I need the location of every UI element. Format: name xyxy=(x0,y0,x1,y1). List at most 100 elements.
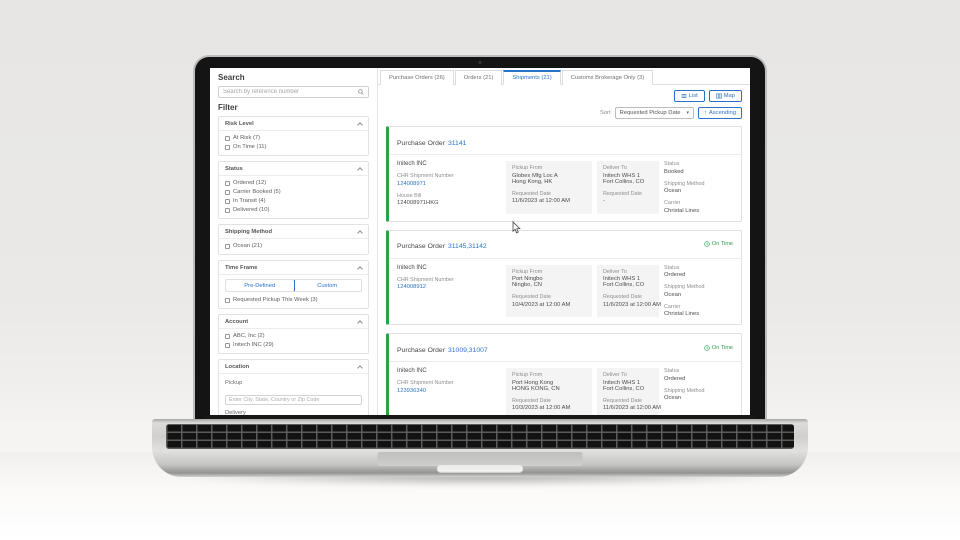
filter-section-risk-level: Risk Level At Risk (7) On Time (11) xyxy=(218,116,369,156)
app-window: Search Filter Risk Level At Risk (7) On … xyxy=(210,68,750,420)
po-number-link[interactable]: 31141 xyxy=(447,139,467,147)
map-view-button[interactable]: Map xyxy=(708,90,742,102)
filter-section-shipping-method: Shipping Method Ocean (21) xyxy=(218,224,369,255)
tab-orders[interactable]: Orders (21) xyxy=(454,70,503,85)
card-header: Purchase Order 31145,31142 On Time xyxy=(389,231,741,259)
chevron-down-icon: ▾ xyxy=(686,110,690,116)
view-toggle: List Map xyxy=(386,90,742,102)
status-column: Status Ordered Shipping Method Ocean Car… xyxy=(664,265,733,318)
filter-option[interactable]: Ocean (21) xyxy=(225,243,362,249)
pickup-from-label: Pickup From xyxy=(512,372,543,378)
pickup-location-input[interactable] xyxy=(225,395,362,405)
shipping-method-value: Ocean xyxy=(664,291,682,298)
pickup-column: Pickup From Globex Mfg Loc A Hong Kong, … xyxy=(506,161,592,214)
card-title: Purchase Order 31009,31007 xyxy=(397,339,488,357)
main-panel: Purchase Orders (26) Orders (21) Shipmen… xyxy=(378,68,750,420)
filter-option[interactable]: At Risk (7) xyxy=(225,135,362,141)
chevron-up-icon[interactable] xyxy=(357,364,363,371)
filter-section-header[interactable]: Shipping Method xyxy=(219,225,368,239)
pickup-column: Pickup From Port Hong Kong HONG KONG, CN… xyxy=(506,368,592,415)
shipping-method-value: Ocean xyxy=(664,395,682,401)
laptop-keyboard xyxy=(166,424,794,449)
filter-option[interactable]: ABC, Inc (2) xyxy=(225,333,362,339)
checkbox[interactable] xyxy=(225,297,230,303)
list-view-label: List xyxy=(688,93,698,99)
status-column: Status Booked Shipping Method Ocean Carr… xyxy=(664,161,733,214)
pickup-requested-date: 11/6/2023 at 12:00 AM xyxy=(512,198,570,204)
requested-date-label: Requested Date xyxy=(512,397,551,404)
timeframe-toggle: Pre-Defined Custom xyxy=(225,279,362,292)
filter-title: Filter xyxy=(218,103,238,112)
pickup-requested-date: 10/4/2023 at 12:00 AM xyxy=(512,301,571,308)
custom-tab[interactable]: Custom xyxy=(317,282,338,289)
deliver-requested-date: 11/6/2023 at 12:00 AM xyxy=(603,301,661,308)
filter-section-header[interactable]: Risk Level xyxy=(219,117,368,131)
chr-number-link[interactable]: 124008912 xyxy=(397,284,427,290)
filter-section-header[interactable]: Time Frame xyxy=(219,261,368,275)
sort-direction-label: Ascending xyxy=(708,110,736,116)
clock-icon xyxy=(704,344,710,351)
ascending-arrow-icon: ↑ xyxy=(704,110,707,116)
list-view-button[interactable]: List xyxy=(673,90,705,102)
chevron-up-icon[interactable] xyxy=(357,265,363,272)
search-input[interactable] xyxy=(223,89,358,95)
list-icon xyxy=(681,94,687,98)
pickup-city: HONG KONG, CN xyxy=(512,385,560,392)
purchase-order-card[interactable]: Purchase Order 31009,31007 On Time Initec… xyxy=(386,333,742,420)
chr-number-label: CHR Shipment Number xyxy=(397,380,454,386)
house-bill-label: House Bill xyxy=(397,192,422,199)
search-box[interactable] xyxy=(218,86,369,98)
filter-option[interactable]: Ordered (12) xyxy=(225,180,362,186)
filter-option-label: Requested Pickup This Week (3) xyxy=(233,297,318,303)
chevron-up-icon[interactable] xyxy=(357,229,363,236)
filter-option[interactable]: Initech INC (29) xyxy=(225,342,362,348)
checkbox[interactable] xyxy=(225,189,230,195)
filter-option[interactable]: Carrier Booked (5) xyxy=(225,189,362,195)
chevron-up-icon[interactable] xyxy=(357,121,363,128)
checkbox[interactable] xyxy=(225,198,230,204)
chr-number-label: CHR Shipment Number xyxy=(397,276,454,283)
checkbox[interactable] xyxy=(225,135,230,141)
predefined-tab[interactable]: Pre-Defined xyxy=(226,280,295,291)
sort-direction-button[interactable]: ↑ Ascending xyxy=(698,107,742,119)
filter-section-header[interactable]: Location xyxy=(219,360,368,374)
tab-purchase-orders[interactable]: Purchase Orders (26) xyxy=(380,70,454,85)
card-title: Purchase Order 31145,31142 xyxy=(397,235,487,253)
shipping-method-label: Shipping Method xyxy=(664,387,705,394)
checkbox[interactable] xyxy=(225,144,230,150)
po-number-link[interactable]: 31009,31007 xyxy=(447,346,488,354)
checkbox[interactable] xyxy=(225,180,230,186)
filter-option[interactable]: Requested Pickup This Week (3) xyxy=(225,297,362,303)
pickup-field-label: Pickup xyxy=(225,380,243,386)
sort-select[interactable]: Requested Pickup Date ▾ xyxy=(614,107,695,119)
tab-shipments[interactable]: Shipments (21) xyxy=(503,70,561,85)
checkbox[interactable] xyxy=(225,333,230,339)
po-number-link[interactable]: 31145,31142 xyxy=(447,243,487,250)
checkbox[interactable] xyxy=(225,207,230,213)
on-time-badge: On Time xyxy=(704,241,733,247)
purchase-order-card[interactable]: Purchase Order 31141 Initech INC CHR Ship… xyxy=(386,126,742,222)
tab-customs-brokerage[interactable]: Customs Brokerage Only (3) xyxy=(561,70,654,85)
filter-section-header[interactable]: Account xyxy=(219,315,368,329)
checkbox[interactable] xyxy=(225,342,230,348)
pickup-name: Port Ningbo xyxy=(512,276,543,282)
filter-section-header[interactable]: Status xyxy=(219,162,368,176)
section-title: Location xyxy=(225,364,250,370)
card-header: Purchase Order 31009,31007 On Time xyxy=(389,334,741,362)
on-time-badge: On Time xyxy=(704,345,733,351)
section-title: Account xyxy=(225,319,249,325)
shipment-ref-column: Initech INC CHR Shipment Number 12400891… xyxy=(397,265,501,318)
filter-option-label: Ocean (21) xyxy=(233,243,262,249)
status-value: Ordered xyxy=(664,375,686,382)
section-title: Shipping Method xyxy=(225,229,273,235)
checkbox[interactable] xyxy=(225,243,230,249)
chr-number-link[interactable]: 124008971 xyxy=(397,180,427,187)
chr-number-link[interactable]: 123936340 xyxy=(397,387,427,394)
filter-option[interactable]: On Time (11) xyxy=(225,144,362,150)
filter-option-label: In Transit (4) xyxy=(233,198,266,204)
filter-option[interactable]: In Transit (4) xyxy=(225,198,362,204)
filter-option[interactable]: Delivered (10) xyxy=(225,207,362,213)
purchase-order-card[interactable]: Purchase Order 31145,31142 On Time Initec… xyxy=(386,229,742,325)
chevron-up-icon[interactable] xyxy=(357,319,363,326)
chevron-up-icon[interactable] xyxy=(357,166,363,173)
